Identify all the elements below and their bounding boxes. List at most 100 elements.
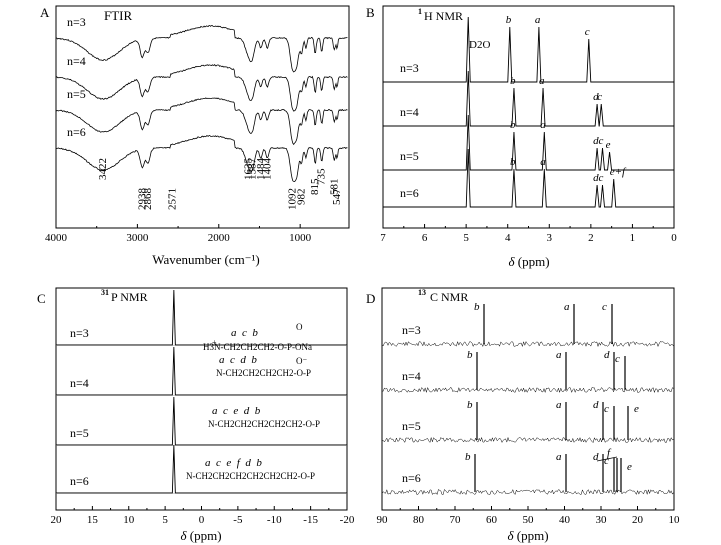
series-label: n=6 — [402, 471, 421, 485]
a-tick-label: 3000 — [126, 232, 149, 244]
trace-n=3 — [383, 16, 674, 83]
panel-c-x-axis: 20 15 10 5 0 -5 -10 -15 -20 — [51, 506, 355, 526]
series-label: n=5 — [67, 87, 86, 101]
trace-n=6 — [383, 148, 674, 208]
peak-label-a: a — [540, 156, 546, 168]
peak-label-c: c — [604, 403, 609, 415]
structure-n3-top: O — [296, 322, 303, 332]
peak-label-c: c — [602, 301, 607, 313]
peak-label-a: a — [556, 349, 562, 361]
peak-label-a: a — [540, 119, 546, 131]
trace-n=4 — [56, 346, 347, 396]
series-label: n=5 — [402, 419, 421, 433]
c-tick-label: -15 — [303, 514, 318, 526]
c-tick-label: -5 — [233, 514, 243, 526]
panel-c-traces: n=3 n=4 n=5 n=6 — [56, 289, 347, 494]
d-tick-label: 30 — [596, 514, 608, 526]
a-tick-label: 2000 — [208, 232, 231, 244]
peak-label-f: f — [607, 447, 612, 459]
panel-d-letter: D — [366, 291, 375, 306]
peak-label: 815 — [309, 178, 321, 195]
panel-a-title: FTIR — [104, 8, 133, 23]
panel-b-letter: B — [366, 5, 375, 20]
series-label: n=5 — [400, 149, 419, 163]
d-tick-label: 60 — [486, 514, 498, 526]
panel-b-frame — [382, 5, 675, 229]
panel-b-solvent-label: D2O — [469, 39, 490, 51]
peak-label-b: b — [510, 119, 516, 131]
series-label: n=4 — [400, 105, 419, 119]
series-label: n=3 — [67, 15, 86, 29]
panel-b-title: H NMR — [424, 9, 463, 23]
panel-d: D 13 C NMR b a cn=3b a d cn=4b a d c en=5b a d cfen=… — [366, 287, 680, 543]
trace-n=4 — [383, 70, 674, 127]
panel-b-xlabel: δ (ppm) — [508, 254, 549, 269]
peak-label-e+f: e+f — [610, 166, 627, 178]
d-tick-label: 80 — [413, 514, 425, 526]
peak-label-b: b — [510, 156, 516, 168]
d-tick-label: 50 — [523, 514, 535, 526]
peak-label-c: c — [598, 135, 603, 147]
peak-label-a: a — [556, 451, 562, 463]
peak-label: 2571 — [166, 188, 178, 210]
b-tick-label: 4 — [505, 232, 511, 244]
peak-label: 1092 — [287, 188, 299, 210]
panel-c-structure-n6: a c e f d b N-CH2CH2CH2CH2CH2CH2-O-P — [186, 457, 315, 481]
c-tick-label: 20 — [51, 514, 63, 526]
b-tick-label: 7 — [380, 232, 386, 244]
peak-label-a: a — [556, 399, 562, 411]
panel-d-xlabel-unit: (ppm) — [514, 528, 549, 543]
b-tick-label: 3 — [547, 232, 553, 244]
trace-n=5 — [56, 396, 347, 446]
peak-label-c: c — [585, 26, 590, 38]
peak-label-c: c — [598, 172, 603, 184]
series-label: n=4 — [67, 54, 86, 68]
c-tick-label: 5 — [162, 514, 168, 526]
panel-b-xlabel-unit: (ppm) — [515, 254, 550, 269]
c-tick-label: -20 — [340, 514, 355, 526]
peak-label-b: b — [467, 349, 473, 361]
trace-n=4 — [381, 386, 674, 394]
structure-n5-letters: a c e d b — [212, 405, 261, 417]
b-tick-label: 1 — [630, 232, 636, 244]
b-tick-label: 2 — [588, 232, 594, 244]
panel-a-frame — [55, 5, 350, 229]
panel-c-xlabel-unit: (ppm) — [187, 528, 222, 543]
panel-d-xlabel: δ (ppm) — [507, 528, 548, 543]
panel-a-letter: A — [40, 5, 50, 20]
series-label: n=6 — [400, 186, 419, 200]
peak-label: 1635 — [242, 157, 254, 180]
a-tick-label: 4000 — [45, 232, 68, 244]
panel-d-frame — [381, 287, 675, 511]
a-tick-label: 1000 — [289, 232, 312, 244]
peak-label-e: e — [606, 139, 611, 151]
peak-label-b: b — [506, 14, 512, 26]
panel-b-xlabel-symbol: δ — [508, 254, 515, 269]
panel-c-xlabel: δ (ppm) — [180, 528, 221, 543]
peak-label: 982 — [296, 189, 308, 206]
trace-n=3 — [381, 340, 674, 348]
series-label: n=3 — [70, 326, 89, 340]
panel-c-letter: C — [37, 291, 46, 306]
series-label: n=4 — [70, 376, 89, 390]
trace-n=6 — [55, 135, 348, 183]
b-tick-label: 5 — [463, 232, 469, 244]
panel-d-title-sup: 13 — [418, 288, 426, 297]
panel-c-title-sup: 31 — [101, 288, 109, 297]
peak-label-b: b — [474, 301, 480, 313]
peak-label: 2938 — [136, 188, 148, 211]
series-label: n=3 — [400, 61, 419, 75]
peak-label: 2868 — [142, 188, 154, 211]
peak-label-d: d — [604, 349, 610, 361]
peak-label-c: c — [615, 353, 620, 365]
series-label: n=5 — [70, 426, 89, 440]
structure-n3-formula: H3N-CH2CH2CH2-O-P-ONa — [203, 342, 312, 352]
c-tick-label: 10 — [123, 514, 135, 526]
peak-label-d: d — [593, 135, 599, 147]
trace-n=5 — [383, 114, 674, 171]
d-tick-label: 90 — [377, 514, 389, 526]
